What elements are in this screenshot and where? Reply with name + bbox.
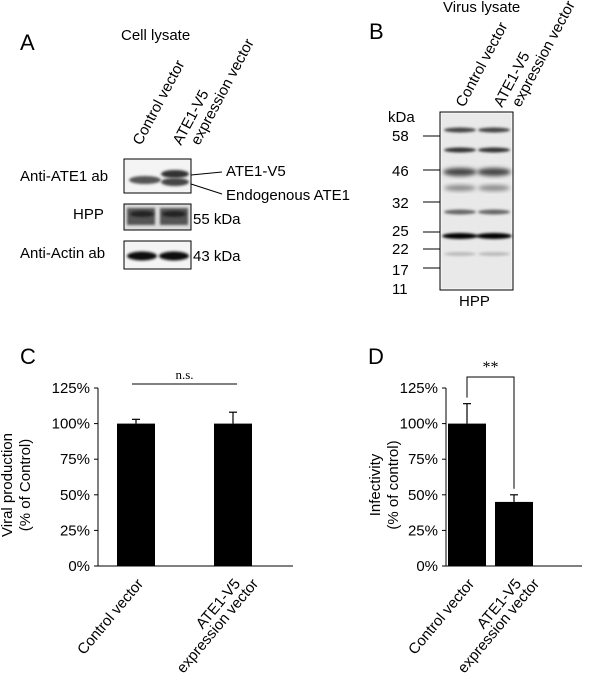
mw-marker-25: 25 [392,223,409,240]
panel-d-significance-bracket [466,376,515,489]
panel-c-y-tick-label: 125% [52,380,90,397]
panel-a: A Cell lysate Control vector ATE1-V5 exp… [20,27,350,270]
endogenous-ate1-pointer [190,183,223,195]
panel-c-significance-label: n.s. [175,367,193,382]
kda-43-label: 43 kDa [193,248,241,265]
panel-a-title: Cell lysate [121,27,190,44]
panel-a-row-label-hpp: HPP [73,206,104,223]
panel-b: B Virus lysate Control vector ATE1-V5 ex… [369,0,579,310]
panel-c-y-tick-label: 100% [52,416,90,433]
panel-d-y-axis-label: Infectivity [367,453,384,516]
mw-marker-22: 22 [392,241,409,258]
kda-unit-label: kDa [388,109,415,126]
panel-c-bar [214,423,252,566]
panel-d-y-tick-label: 100% [400,416,438,433]
panel-a-letter: A [20,30,35,55]
mw-marker-58: 58 [392,128,409,145]
panel-d-y-tick-label: 125% [400,380,438,397]
panel-c-y-tick-label: 75% [60,451,90,468]
mw-marker-32: 32 [392,195,409,212]
blot-anti-ate1 [123,158,192,194]
panel-c-y-tick-label: 50% [60,487,90,504]
panel-d-y-tick-label: 25% [408,522,438,539]
panel-d-bar [448,423,486,566]
panel-d-letter: D [368,344,384,369]
panel-b-blot-label: HPP [459,293,490,310]
mw-marker-17: 17 [392,262,409,279]
panel-b-title: Virus lysate [443,0,520,16]
panel-a-row-label-actin: Anti-Actin ab [20,245,105,262]
panel-d-category-label: Control vector [405,576,478,658]
blot-virus-hpp [439,111,514,291]
panel-d-bar [495,501,533,566]
blot-anti-actin [123,240,192,270]
panel-c-category-label: Control vector [74,576,147,658]
endogenous-ate1-label: Endogenous ATE1 [226,187,350,204]
panel-d-significance-label: ** [483,359,499,376]
panel-c-y-axis-label: Viral production [0,433,16,537]
panel-d-y-tick-label: 0% [416,558,438,575]
panel-c-y-axis-label: (% of Control) [17,439,34,532]
kda-55-label: 55 kDa [193,211,241,228]
mw-markers: 58 46 32 25 22 17 11 [392,128,440,298]
panel-c-y-tick-label: 25% [60,522,90,539]
panel-a-row-label-ate1: Anti-ATE1 ab [20,168,108,185]
mw-marker-11: 11 [392,281,408,298]
panel-d-chart: D 0% 25% 50% 75% 100% 125% ** Infectivity (% of … [367,344,582,677]
panel-b-letter: B [369,19,384,44]
panel-d-y-tick-label: 50% [408,487,438,504]
ate1-v5-pointer [190,171,223,176]
panel-c-y-tick-label: 0% [68,558,90,575]
ate1-v5-label: ATE1-V5 [226,163,286,180]
mw-marker-46: 46 [392,163,409,180]
panel-c-bar [117,423,155,566]
panel-d-y-tick-label: 75% [408,451,438,468]
panel-c-letter: C [20,344,36,369]
panel-d-y-axis-label: (% of control) [385,440,402,529]
blot-hpp [123,203,192,231]
panel-c-chart: C 0% 25% 50% 75% 100% 125% n.s. Viral productio… [0,344,293,677]
